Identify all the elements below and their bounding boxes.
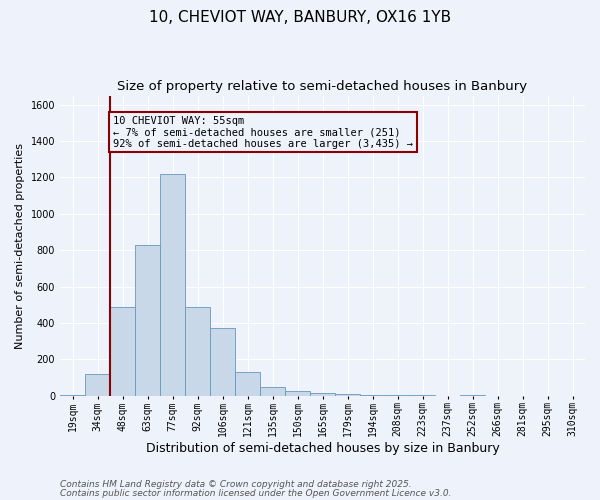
Bar [60, 394, 85, 396]
Text: Contains public sector information licensed under the Open Government Licence v3: Contains public sector information licen… [60, 489, 452, 498]
Bar [260, 386, 285, 396]
Bar [235, 372, 260, 396]
Bar [360, 394, 385, 396]
Bar [310, 393, 335, 396]
Bar [85, 374, 110, 396]
Bar [160, 174, 185, 396]
Y-axis label: Number of semi-detached properties: Number of semi-detached properties [15, 142, 25, 348]
Bar [135, 244, 160, 396]
X-axis label: Distribution of semi-detached houses by size in Banbury: Distribution of semi-detached houses by … [146, 442, 499, 455]
Bar [285, 391, 310, 396]
Bar [335, 394, 360, 396]
Title: Size of property relative to semi-detached houses in Banbury: Size of property relative to semi-detach… [118, 80, 527, 93]
Bar [110, 306, 135, 396]
Text: 10 CHEVIOT WAY: 55sqm
← 7% of semi-detached houses are smaller (251)
92% of semi: 10 CHEVIOT WAY: 55sqm ← 7% of semi-detac… [113, 116, 413, 149]
Text: 10, CHEVIOT WAY, BANBURY, OX16 1YB: 10, CHEVIOT WAY, BANBURY, OX16 1YB [149, 10, 451, 25]
Bar [185, 306, 210, 396]
Bar [210, 328, 235, 396]
Text: Contains HM Land Registry data © Crown copyright and database right 2025.: Contains HM Land Registry data © Crown c… [60, 480, 412, 489]
